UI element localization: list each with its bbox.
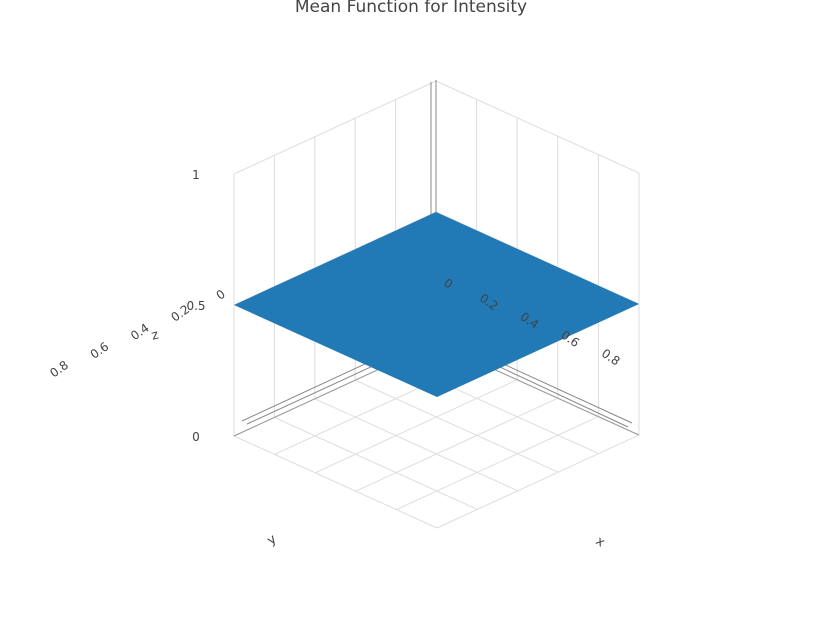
z-tick-label: 0.5 [186,299,205,313]
grid-line [314,398,519,492]
grid-line [233,435,438,529]
y-axis-title: y [265,532,280,549]
z-axis-title: z [150,327,161,343]
x-tick-label: 0.8 [599,346,623,368]
y-tick-label: 0.8 [47,358,71,380]
x-axis-title: x [593,534,608,551]
grid-line [354,379,559,473]
y-tick-label: 0 [214,287,228,303]
grid-line [355,397,559,492]
grid-line [396,416,599,511]
grid-line [274,416,478,510]
grid-line [436,434,640,529]
grid-line [314,379,518,474]
z-tick-label: 1 [192,168,200,182]
chart-title: Mean Function for Intensity [294,0,528,17]
surface-layer [234,212,639,397]
y-tick-label: 0.6 [88,339,112,361]
grid-line [233,80,437,175]
grid-line [435,80,640,174]
z-tick-label: 0 [192,430,200,444]
y-tick-label: 0.4 [128,321,152,343]
surface-plane [234,212,639,397]
